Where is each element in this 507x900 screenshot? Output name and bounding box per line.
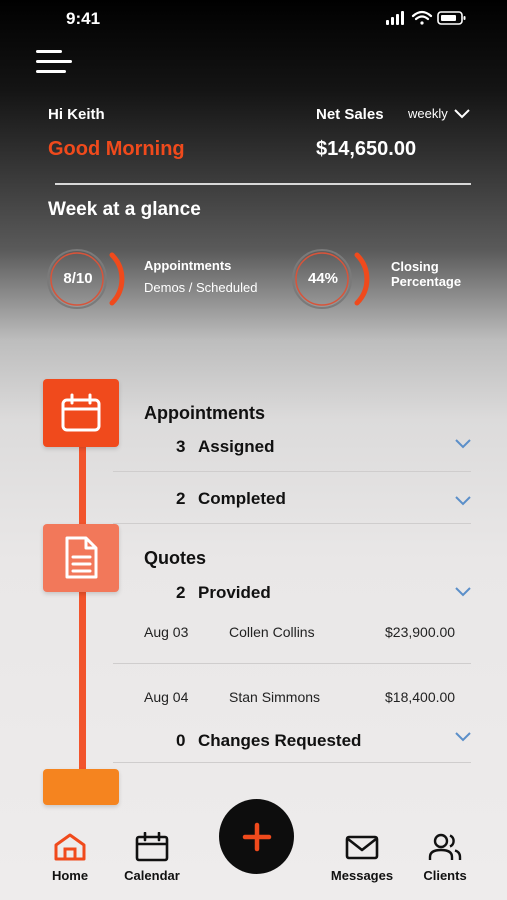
changes-count: 0	[176, 731, 186, 750]
chevron-down-icon[interactable]	[454, 495, 472, 507]
greeting-name: Hi Keith	[48, 106, 105, 123]
document-icon	[65, 536, 98, 579]
changes-requested-row[interactable]: 0 Changes Requested	[176, 731, 361, 751]
assigned-row[interactable]: 3 Assigned	[176, 437, 275, 457]
chevron-down-icon[interactable]	[454, 731, 472, 743]
week-at-glance-title: Week at a glance	[48, 199, 201, 220]
nav-calendar-label: Calendar	[124, 868, 180, 883]
provided-label: Provided	[198, 583, 271, 602]
calendar-icon	[61, 393, 101, 432]
greeting-salutation: Good Morning	[48, 138, 185, 160]
closing-ring-value: 44%	[307, 270, 339, 287]
status-time: 9:41	[66, 9, 101, 28]
assigned-label: Assigned	[198, 437, 275, 456]
nav-clients-label: Clients	[423, 868, 467, 883]
chevron-down-icon	[454, 108, 470, 118]
chevron-down-icon[interactable]	[454, 438, 472, 450]
appointments-ring-value: 8/10	[63, 270, 93, 287]
quote-amount: $23,900.00	[385, 624, 456, 640]
period-select[interactable]: weekly	[408, 106, 470, 121]
quotes-timeline-node[interactable]	[43, 524, 119, 592]
nav-calendar[interactable]: Calendar	[112, 832, 192, 883]
wifi-icon	[411, 10, 433, 25]
chevron-up-icon[interactable]	[454, 586, 472, 598]
timeline-line	[79, 440, 86, 780]
nav-messages[interactable]: Messages	[322, 832, 402, 883]
quote-client: Collen Collins	[229, 624, 315, 640]
changes-label: Changes Requested	[198, 731, 362, 750]
users-icon	[428, 833, 462, 860]
envelope-icon	[345, 835, 379, 860]
quote-date: Aug 03	[144, 624, 189, 640]
menu-icon[interactable]	[36, 50, 76, 76]
completed-label: Completed	[198, 489, 286, 508]
net-sales-label: Net Sales	[316, 106, 384, 123]
nav-clients[interactable]: Clients	[405, 832, 485, 883]
divider	[113, 663, 471, 664]
divider	[113, 471, 471, 472]
closing-label-line2: Percentage	[391, 274, 462, 289]
closing-ring	[292, 249, 370, 309]
quote-amount: $18,400.00	[385, 689, 456, 705]
appointments-glance-label: Appointments	[144, 258, 232, 273]
plus-icon	[242, 822, 271, 851]
net-sales-value: $14,650.00	[316, 138, 417, 160]
divider	[113, 762, 471, 763]
next-timeline-node[interactable]	[43, 769, 119, 805]
appointments-timeline-node[interactable]	[43, 379, 119, 447]
period-value: weekly	[408, 106, 448, 121]
battery-icon	[437, 11, 466, 25]
status-icons	[386, 10, 466, 25]
closing-label-line1: Closing	[391, 259, 439, 274]
quote-client: Stan Simmons	[229, 689, 321, 705]
signal-icon	[386, 11, 404, 25]
header-divider	[55, 183, 471, 185]
calendar-icon	[135, 832, 169, 862]
appointments-ring	[47, 249, 125, 309]
appointments-section-title: Appointments	[144, 403, 265, 423]
add-button[interactable]	[219, 799, 294, 874]
quotes-section-title: Quotes	[144, 548, 207, 568]
home-icon	[54, 833, 86, 861]
nav-home-label: Home	[51, 868, 89, 883]
provided-row[interactable]: 2 Provided	[176, 583, 271, 603]
nav-home[interactable]: Home	[30, 832, 110, 883]
completed-row[interactable]: 2 Completed	[176, 489, 286, 509]
quote-date: Aug 04	[144, 689, 189, 705]
nav-messages-label: Messages	[330, 868, 394, 883]
assigned-count: 3	[176, 437, 186, 456]
appointments-glance-sub: Demos / Scheduled	[144, 280, 258, 295]
completed-count: 2	[176, 489, 186, 508]
divider	[113, 523, 471, 524]
provided-count: 2	[176, 583, 186, 602]
